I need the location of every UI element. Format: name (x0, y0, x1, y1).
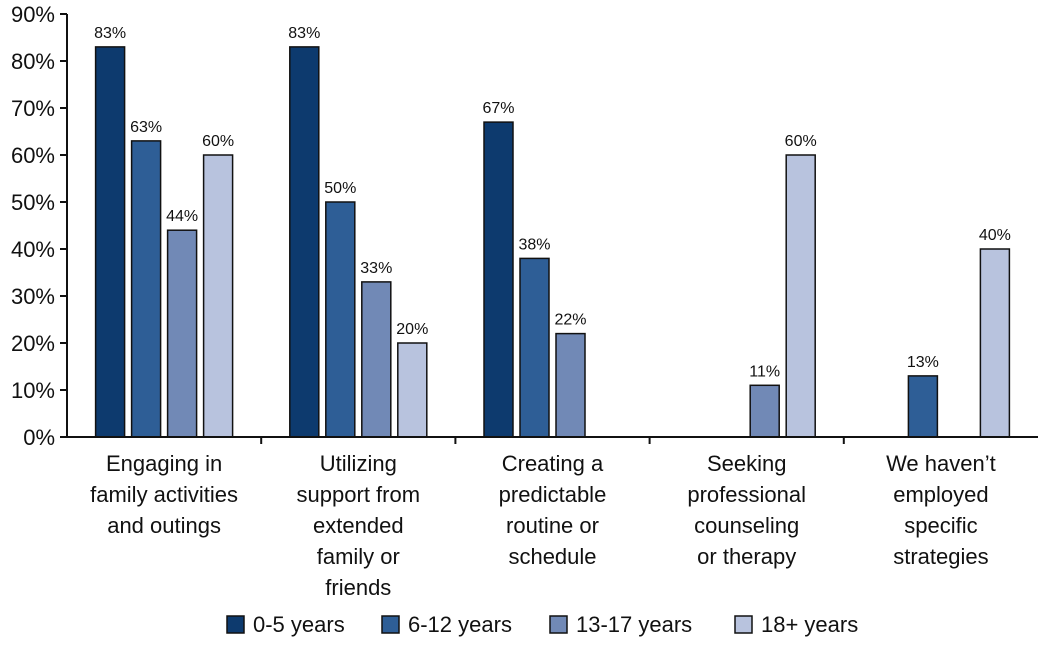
category-label-line: Creating a (502, 451, 604, 476)
data-label: 13% (907, 354, 939, 371)
category-label-line: or therapy (697, 544, 796, 569)
bar (397, 342, 428, 438)
legend-item: 18+ years (734, 612, 858, 637)
legend-swatch (381, 615, 400, 634)
bars (94, 46, 1011, 438)
y-tick-label: 90% (11, 2, 55, 27)
category-label: Seeking professional counseling or therapy (687, 451, 806, 569)
category-label-line: Engaging in (106, 451, 222, 476)
bar (166, 229, 198, 438)
category-labels: Engaging in family activities and outings U… (90, 451, 996, 600)
y-tick-label: 10% (11, 378, 55, 403)
data-label: 83% (288, 25, 320, 42)
category-label-line: Seeking (707, 451, 787, 476)
category-label-line: employed (893, 482, 988, 507)
category-label-line: predictable (499, 482, 607, 507)
y-axis: 0% 10% 20% 30% 40% 50% 60% 70% 80% 90% (11, 2, 68, 450)
legend-swatch (226, 615, 245, 634)
legend-swatch (549, 615, 568, 634)
category-label-line: strategies (893, 544, 988, 569)
category-label: We haven’t employed specific strategies (886, 451, 996, 569)
bar (785, 154, 816, 438)
y-tick-label: 20% (11, 331, 55, 356)
category-label-line: support from (297, 482, 421, 507)
data-label: 63% (130, 119, 162, 136)
bar (555, 332, 586, 438)
y-tick-label: 50% (11, 190, 55, 215)
data-label: 44% (166, 208, 198, 225)
category-label-line: professional (687, 482, 806, 507)
data-label: 67% (482, 100, 514, 117)
data-label: 40% (979, 227, 1011, 244)
y-tick-label: 40% (11, 237, 55, 262)
bar (519, 257, 550, 438)
y-tick-label: 0% (23, 425, 55, 450)
y-tick-label: 70% (11, 96, 55, 121)
y-tick-label: 30% (11, 284, 55, 309)
bar (979, 248, 1011, 438)
data-label: 38% (518, 236, 550, 253)
legend-item: 0-5 years (226, 612, 345, 637)
y-tick-label: 80% (11, 49, 55, 74)
category-label: Engaging in family activities and outings (90, 451, 238, 538)
category-label-line: specific (904, 513, 977, 538)
category-label: Utilizing support from extended family or fr… (297, 451, 421, 600)
category-label-line: routine or (506, 513, 599, 538)
category-label-line: family activities (90, 482, 238, 507)
category-label-line: schedule (508, 544, 596, 569)
legend: 0-5 years 6-12 years 13-17 years 18+ years (226, 612, 858, 637)
bar (130, 140, 162, 438)
legend-label: 6-12 years (408, 612, 512, 637)
data-label: 20% (396, 321, 428, 338)
bar (907, 375, 939, 438)
legend-label: 18+ years (761, 612, 858, 637)
data-label: 22% (554, 312, 586, 329)
category-label-line: family or (317, 544, 400, 569)
category-label-line: We haven’t (886, 451, 996, 476)
bar (94, 46, 126, 438)
legend-item: 13-17 years (549, 612, 692, 637)
legend-item: 6-12 years (381, 612, 512, 637)
category-label-line: friends (325, 575, 391, 600)
y-tick-label: 60% (11, 143, 55, 168)
category-label-line: and outings (107, 513, 221, 538)
category-label-line: counseling (694, 513, 799, 538)
data-label: 33% (360, 260, 392, 277)
data-label: 83% (94, 25, 126, 42)
data-label: 60% (202, 133, 234, 150)
bar (202, 154, 234, 438)
legend-swatch (734, 615, 753, 634)
data-label: 11% (749, 363, 780, 380)
legend-label: 13-17 years (576, 612, 692, 637)
bar (325, 201, 356, 438)
data-label: 60% (785, 133, 817, 150)
category-label-line: extended (313, 513, 404, 538)
bar (483, 121, 514, 438)
bar (361, 281, 392, 438)
bar (749, 384, 780, 438)
category-label-line: Utilizing (320, 451, 397, 476)
legend-label: 0-5 years (253, 612, 345, 637)
data-label: 50% (324, 180, 356, 197)
bar (289, 46, 320, 438)
category-label: Creating a predictable routine or schedule (499, 451, 607, 569)
x-axis (67, 436, 1038, 444)
data-labels: 83% 63% 44% 60% 83% 50% 33% 20% 67% 38% 22% 11% 60% 1… (94, 25, 1011, 380)
